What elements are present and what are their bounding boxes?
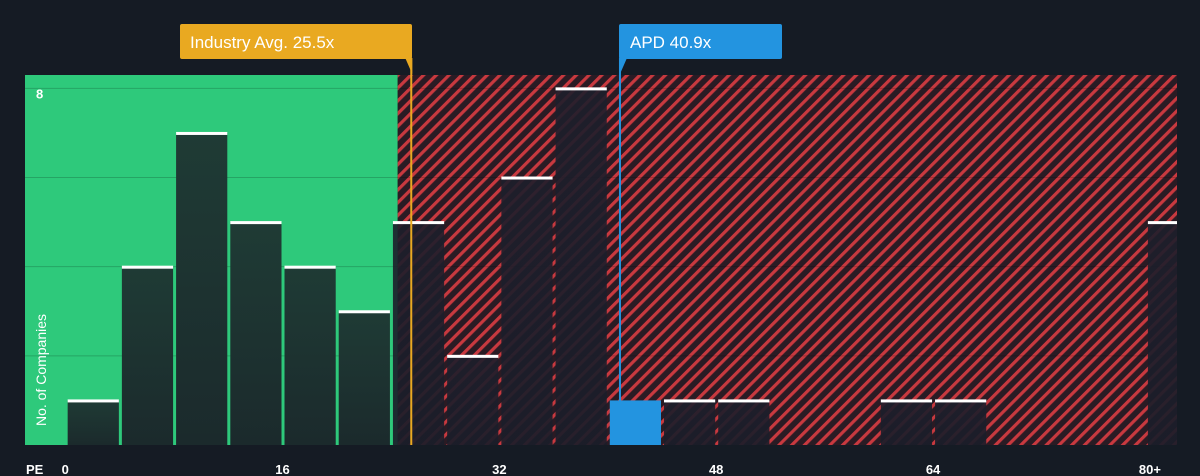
histogram-bar-top (338, 310, 390, 314)
histogram-bar (230, 222, 282, 445)
histogram-bar (1147, 222, 1177, 445)
histogram-bar (284, 266, 336, 445)
histogram-bar-top (447, 354, 499, 358)
y-axis-label: No. of Companies (33, 314, 49, 426)
histogram-bar (121, 266, 174, 445)
histogram-bar (718, 400, 770, 445)
histogram-bar-top (555, 87, 607, 91)
histogram-bar-top (718, 399, 770, 403)
industry-avg-callout-box (180, 24, 412, 59)
histogram-bar-top (501, 176, 553, 180)
histogram-bar (663, 400, 716, 445)
x-tick-label: 80+ (1139, 462, 1161, 476)
x-axis-ticks: 0 16 32 48 64 80+ (62, 462, 1162, 476)
histogram-bar (935, 400, 987, 445)
histogram-bar-top (392, 221, 445, 225)
histogram-bar (880, 400, 933, 445)
histogram-bar-top (663, 399, 716, 403)
histogram-bar-top (67, 399, 119, 403)
histogram-bar-top (121, 265, 174, 269)
x-tick-label: 16 (275, 462, 289, 476)
x-tick-label: 0 (62, 462, 69, 476)
histogram-bar-top (230, 221, 282, 225)
industry-avg-callout: Industry Avg. 25.5x (180, 24, 413, 74)
histogram-bar (609, 400, 661, 445)
company-callout-pointer (619, 58, 627, 74)
company-callout: APD 40.9x (619, 24, 782, 74)
histogram-bar-top (935, 399, 987, 403)
histogram-bar-top (176, 131, 228, 135)
histogram-bar-top (1147, 221, 1177, 225)
histogram-bar (501, 177, 553, 445)
x-tick-label: 64 (926, 462, 941, 476)
histogram-bar (447, 355, 499, 445)
industry-avg-label: Industry Avg. 25.5x (190, 33, 335, 52)
company-pe-label: APD 40.9x (630, 33, 712, 52)
x-tick-label: 48 (709, 462, 723, 476)
x-axis-label: PE (26, 462, 44, 476)
industry-avg-callout-pointer (405, 58, 413, 74)
x-tick-label: 32 (492, 462, 506, 476)
y-tick-label: 8 (36, 86, 43, 101)
histogram-bar (392, 222, 445, 445)
histogram-bar (338, 311, 390, 445)
histogram-bar-top (284, 265, 336, 269)
y-axis-ticks: 8 (36, 86, 43, 101)
histogram-bars (67, 87, 1177, 445)
histogram-bar (555, 88, 607, 445)
histogram-bar (176, 132, 228, 445)
histogram-bar-top (880, 399, 933, 403)
histogram-bar (67, 400, 119, 445)
company-callout-box (619, 24, 782, 59)
